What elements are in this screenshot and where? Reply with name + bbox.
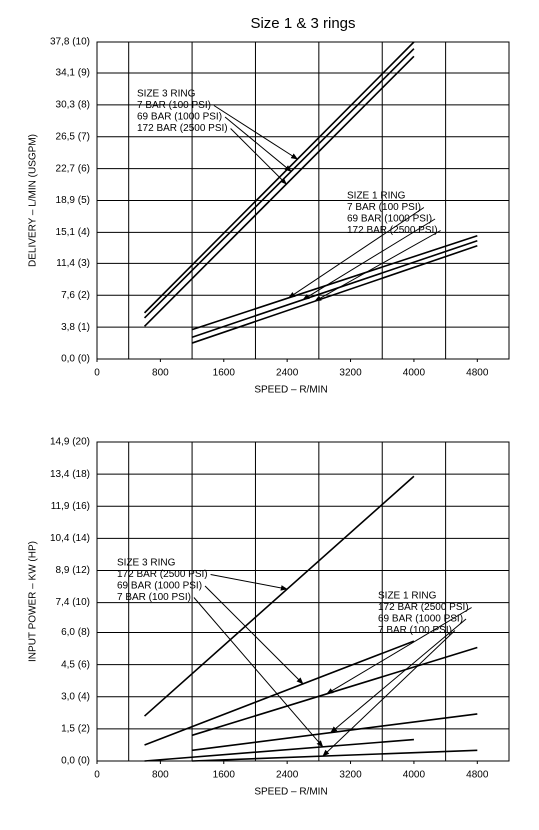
- series-label: 172 BAR (2500 PSI): [117, 569, 208, 580]
- annotation: SIZE 3 RING: [137, 89, 196, 100]
- label-arrow: [326, 607, 472, 695]
- y-axis-label: DELIVERY – L/MIN (USGPM): [28, 134, 39, 267]
- chart-title: Size 1 & 3 rings: [250, 15, 355, 32]
- x-tick-label: 800: [152, 368, 169, 379]
- series-line: [191, 646, 478, 737]
- x-axis-label: SPEED – R/MIN: [254, 385, 327, 396]
- label-arrow: [330, 618, 467, 734]
- x-tick-label: 4000: [403, 368, 426, 379]
- series-label: 69 BAR (1000 PSI): [378, 614, 463, 625]
- label-arrow: [314, 230, 441, 302]
- x-tick-label: 0: [94, 770, 100, 781]
- y-tick-label: 3,8 (1): [61, 322, 90, 333]
- label-arrow: [322, 630, 456, 757]
- y-tick-label: 7,4 (10): [56, 597, 90, 608]
- label-arrow: [230, 128, 287, 185]
- series-line: [192, 749, 478, 762]
- series-line: [191, 239, 478, 338]
- x-tick-label: 3200: [339, 770, 362, 781]
- label-arrow: [302, 218, 436, 301]
- y-tick-label: 15,1 (4): [56, 227, 90, 238]
- y-tick-label: 18,9 (5): [56, 195, 90, 206]
- y-tick-label: 0,0 (0): [61, 756, 90, 767]
- x-axis-label: SPEED – R/MIN: [254, 787, 327, 798]
- y-tick-label: 30,3 (8): [56, 100, 90, 111]
- x-tick-label: 1600: [213, 368, 236, 379]
- y-tick-label: 3,0 (4): [61, 691, 90, 702]
- annotation: SIZE 3 RING: [117, 558, 176, 569]
- y-tick-label: 11,4 (3): [56, 258, 90, 269]
- label-arrow: [224, 116, 292, 172]
- series-label: 7 BAR (100 PSI): [378, 625, 452, 636]
- plot-border: [96, 441, 510, 762]
- label-arrow: [288, 207, 425, 299]
- x-tick-label: 2400: [276, 770, 299, 781]
- y-tick-label: 6,0 (8): [61, 627, 90, 638]
- label-arrow: [213, 105, 299, 160]
- x-tick-label: 1600: [213, 770, 236, 781]
- y-tick-label: 1,5 (2): [61, 724, 90, 735]
- y-tick-label: 8,9 (12): [56, 565, 90, 576]
- series-label: 69 BAR (1000 PSI): [117, 581, 202, 592]
- series-label: 172 BAR (2500 PSI): [137, 123, 228, 134]
- y-tick-label: 37,8 (10): [50, 37, 90, 48]
- label-arrow: [193, 597, 324, 748]
- y-tick-label: 13,4 (18): [50, 469, 90, 480]
- annotation: SIZE 1 RING: [378, 591, 437, 602]
- x-tick-label: 3200: [339, 368, 362, 379]
- y-tick-label: 26,5 (7): [56, 131, 90, 142]
- series-line: [143, 55, 415, 327]
- y-tick-label: 7,6 (2): [61, 290, 90, 301]
- series-line: [144, 738, 414, 762]
- series-line: [191, 234, 478, 331]
- label-arrow: [204, 585, 304, 685]
- series-label: 69 BAR (1000 PSI): [347, 214, 432, 225]
- series-label: 7 BAR (100 PSI): [347, 202, 421, 213]
- series-label: 7 BAR (100 PSI): [117, 592, 191, 603]
- series-line: [144, 640, 415, 746]
- series-label: 69 BAR (1000 PSI): [137, 112, 222, 123]
- series-label: 7 BAR (100 PSI): [137, 100, 211, 111]
- series-label: 172 BAR (2500 PSI): [347, 225, 438, 236]
- series-line: [144, 475, 415, 717]
- series-label: 172 BAR (2500 PSI): [378, 602, 469, 613]
- series-line: [143, 48, 415, 319]
- y-tick-label: 34,1 (9): [56, 68, 90, 79]
- y-tick-label: 10,4 (14): [50, 533, 90, 544]
- x-tick-label: 0: [94, 368, 100, 379]
- x-tick-label: 4000: [403, 770, 426, 781]
- x-tick-label: 4800: [466, 770, 489, 781]
- y-tick-label: 14,9 (20): [50, 437, 90, 448]
- y-axis-label: INPUT POWER – KW (HP): [28, 541, 39, 662]
- series-line: [191, 245, 478, 344]
- label-arrow: [210, 574, 288, 591]
- plot-border: [96, 41, 510, 360]
- x-tick-label: 2400: [276, 368, 299, 379]
- y-tick-label: 0,0 (0): [61, 354, 90, 365]
- y-tick-label: 22,7 (6): [56, 163, 90, 174]
- annotation: SIZE 1 RING: [347, 191, 406, 202]
- x-tick-label: 800: [152, 770, 169, 781]
- x-tick-label: 4800: [466, 368, 489, 379]
- y-tick-label: 4,5 (6): [61, 659, 90, 670]
- y-tick-label: 11,9 (16): [51, 501, 90, 512]
